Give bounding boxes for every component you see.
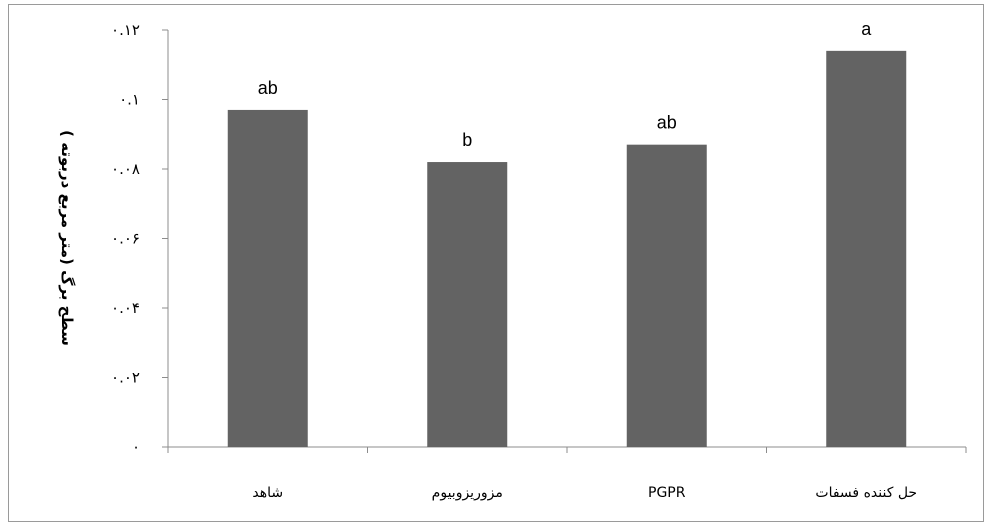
x-tick-label: حل کننده فسفات [815,485,917,501]
x-ticks [167,447,967,453]
y-ticks: ۰ ۰.۰۲ ۰.۰۴ ۰.۰۶ ۰.۰۸ ۰.۱ ۰.۱۲ [111,21,168,456]
bar [427,162,508,448]
bar [826,50,907,447]
y-tick-label: ۰.۰۲ [111,369,140,387]
bar [626,144,707,448]
y-axis-title: سطح برگ (متر مربع دربوته ) [58,130,76,346]
data-label: b [462,130,472,150]
data-label: a [861,19,872,39]
y-tick-label: ۰.۱ [119,91,140,109]
y-tick-label: ۰ [132,438,140,456]
data-label: ab [657,113,677,133]
data-label: ab [258,78,278,98]
bar [227,109,308,448]
y-tick-label: ۰.۰۸ [111,160,140,178]
x-tick-label: شاهد [252,485,283,501]
x-tick-label: PGPR [648,485,686,501]
y-axis-title-group: سطح برگ (متر مربع دربوته ) [58,130,76,346]
data-labels: ab b ab a [258,19,873,150]
y-tick-label: ۰.۰۴ [111,299,140,317]
bars [227,50,907,448]
category-labels: شاهد مزوریزوبیوم PGPR حل کننده فسفات [252,485,917,501]
x-tick-label: مزوریزوبیوم [432,485,503,501]
y-tick-label: ۰.۱۲ [111,21,140,39]
y-tick-label: ۰.۰۶ [111,230,140,248]
